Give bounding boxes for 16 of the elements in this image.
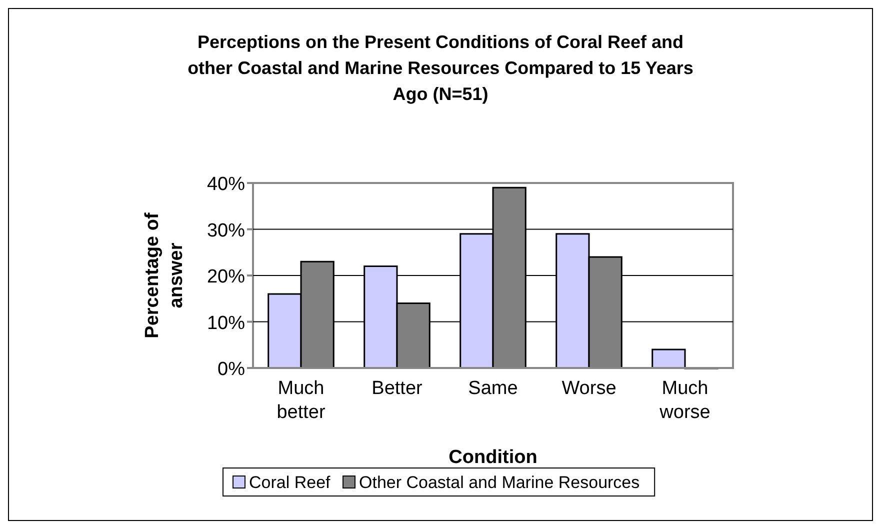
legend-label: Other Coastal and Marine Resources xyxy=(359,473,640,492)
bar xyxy=(652,348,686,369)
x-tick-label: Better xyxy=(372,378,424,399)
x-axis-title: Condition xyxy=(448,447,538,468)
y-tick-label: 0% xyxy=(218,359,246,380)
x-tick-label: Same xyxy=(468,378,518,399)
y-tick-label: 10% xyxy=(206,312,246,334)
x-tick-label: Worse xyxy=(562,378,616,399)
legend-label: Coral Reef xyxy=(249,473,331,492)
y-tick-label: 20% xyxy=(206,266,246,288)
y-tick-label: 30% xyxy=(206,220,246,242)
x-tick-label: Much better xyxy=(276,378,326,423)
y-tick-label: 40% xyxy=(206,174,246,195)
chart-title: Perceptions on the Present Conditions of Coral Reef and other Coastal and Marine Resources Compared to 15 Years Ago (N=51) xyxy=(188,32,694,104)
x-tick-label: Much worse xyxy=(658,378,710,423)
y-axis-title: Percentage of answer xyxy=(142,212,187,338)
